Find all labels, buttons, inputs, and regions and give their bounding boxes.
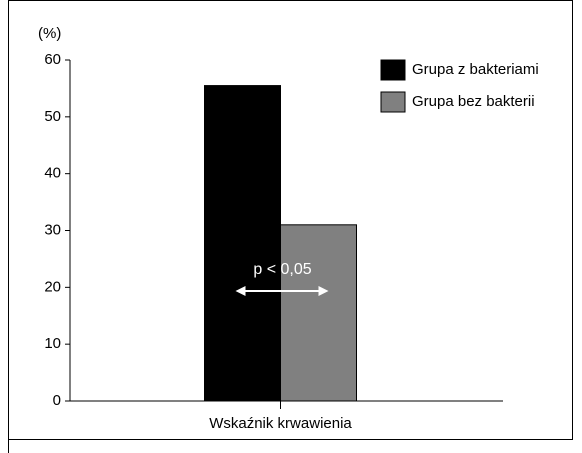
x-tick-label: Wskaźnik krwawienia [209, 415, 352, 432]
legend-label: Grupa bez bakterii [412, 93, 535, 110]
legend-swatch [380, 91, 406, 113]
y-tick-label: 50 [44, 108, 61, 125]
y-tick-label: 40 [44, 165, 61, 182]
arrow-head [318, 286, 329, 296]
legend-label: Grupa z bakteriami [412, 61, 539, 78]
bar [204, 85, 281, 402]
y-tick-label: 10 [44, 335, 61, 352]
bar [280, 224, 357, 402]
y-tick-label: 30 [44, 221, 61, 238]
y-tick-label: 0 [53, 392, 61, 409]
y-axis-label: (%) [38, 25, 61, 42]
arrow-head [235, 286, 246, 296]
legend-swatch [380, 59, 406, 81]
annotation: p < 0,05 [253, 261, 311, 278]
frame [8, 0, 573, 440]
y-tick-label: 60 [44, 51, 61, 68]
y-tick-label: 20 [44, 278, 61, 295]
